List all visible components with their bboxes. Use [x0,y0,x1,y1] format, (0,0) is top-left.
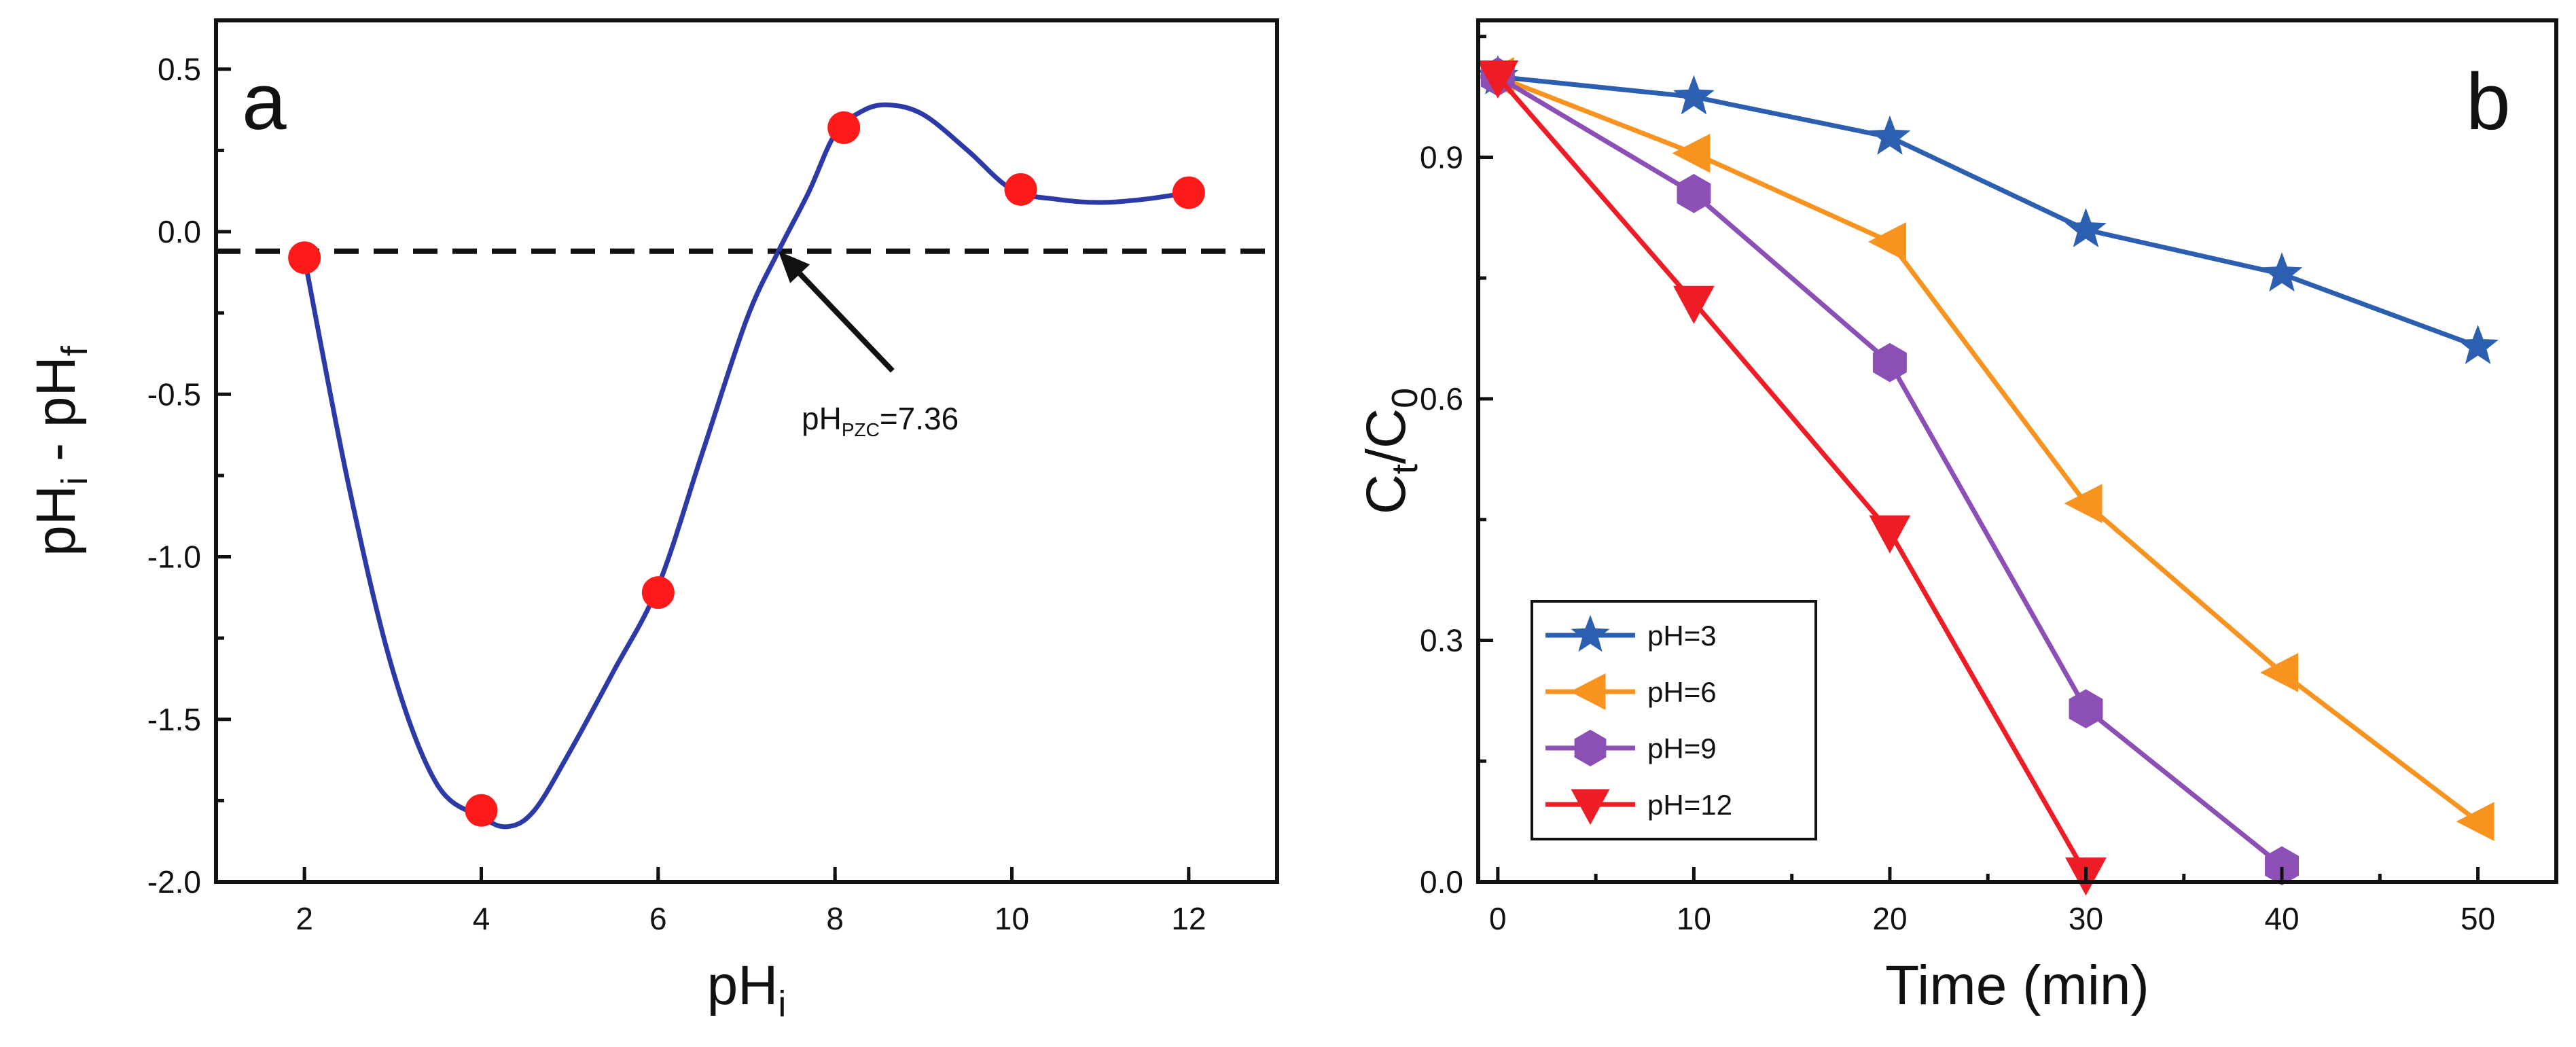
panel-a: pHPZC=7.36 2 4 6 8 10 12 0.5 0.0 -0.5 -1.0 -1.5 -2.… [25,18,1279,1025]
panel-b-legend: pH=3 pH=6 pH=9 pH=12 [1531,600,1817,840]
data-point-marker [1672,75,1715,115]
legend-label: pH=6 [1647,676,1717,708]
panel-a-y-tick-label: 0.0 [158,214,201,249]
panel-a-x-tick-label: 12 [1171,901,1206,936]
panel-a-x-tick-label: 4 [473,901,490,936]
annotation-arrow-head [778,251,810,283]
series-line [1497,74,2479,349]
data-point-marker [1673,285,1715,324]
panel-a-y-tick-label: -1.0 [147,539,201,575]
panel-b-x-tick-label: 0 [1489,901,1507,936]
data-point-marker [1869,515,1911,554]
panel-a-x-axis-label: pHi [707,955,787,1025]
panel-a-data-point [288,241,321,274]
panel-a-data-point [465,794,498,827]
annotation-arrow [798,272,895,373]
series-line [1497,74,2480,823]
data-point-marker [2456,802,2494,841]
legend-marker [1571,615,1610,652]
panel-b-frame [1476,18,2558,884]
data-point-marker [1477,60,1519,99]
panel-a-y-tick-label: -0.5 [147,376,201,412]
panel-a-x-tick-label: 6 [649,901,667,936]
panel-a-y-tick-label: -2.0 [147,864,201,900]
pzc-annotation-text: pHPZC=7.36 [802,401,959,440]
panel-b-x-tick-label: 20 [1872,901,1907,936]
data-point-marker [1677,173,1711,213]
data-point-marker [1869,115,1911,155]
series-ph-3 [1477,54,2499,364]
legend-entry: pH=6 [1545,673,1717,710]
panel-a-label: a [242,57,287,147]
panel-b-y-tick-label: 0.6 [1420,381,1463,416]
panel-a-data-point [1172,176,1205,209]
data-point-marker [2065,208,2107,248]
panel-a-y-tick-label: -1.5 [147,702,201,737]
legend-label: pH=12 [1647,789,1732,821]
legend-label: pH=9 [1647,732,1717,764]
panel-b-x-tick-label: 40 [2264,901,2299,936]
panel-b-y-axis-label: Ct/C0 [1355,388,1425,514]
panel-b-x-tick-label: 10 [1677,901,1711,936]
legend-marker [1574,730,1607,766]
panel-a-y-tick-label: 0.5 [158,52,201,87]
legend-marker [1571,789,1610,825]
panel-a-fit-curve [302,102,1189,830]
panel-a-data-point [1004,173,1037,206]
data-point-marker [2064,484,2103,523]
panel-a-annotation: pHPZC=7.36 [778,251,959,440]
panel-b-y-tick-label: 0.0 [1420,864,1463,900]
panel-b-x-tick-label: 30 [2069,901,2103,936]
panel-a-x-tick-label: 2 [296,901,313,936]
panel-b-x-tick-label: 50 [2461,901,2495,936]
data-point-marker [2457,324,2499,364]
data-point-marker [2260,653,2299,692]
panel-b: 0 10 20 30 40 50 0.0 0.3 0.6 0.9 b Time (min) Ct/… [1355,18,2558,1016]
data-point-marker [1672,133,1711,173]
data-point-marker [1873,342,1907,383]
data-point-marker [1867,222,1906,262]
data-point-marker [2265,846,2299,886]
panel-a-y-axis-label: pHi - pHf [25,345,95,556]
panel-a-data-point [641,576,675,609]
panel-a-x-tick-label: 10 [995,901,1029,936]
legend-marker [1570,673,1606,710]
data-point-marker [2069,689,2103,729]
data-point-marker [2261,252,2303,292]
panel-a-x-tick-label: 8 [826,901,844,936]
panel-a-frame [214,18,1279,884]
panel-b-x-axis-label: Time (min) [1885,955,2149,1016]
panel-a-data-point [827,111,861,144]
legend-entry: pH=9 [1545,730,1717,766]
panel-b-label: b [2466,57,2511,147]
legend-entry: pH=3 [1545,615,1717,652]
panel-b-y-tick-label: 0.3 [1420,622,1463,658]
panel-b-y-tick-label: 0.9 [1420,139,1463,175]
legend-box [1531,600,1817,840]
series-line [1496,75,2088,875]
legend-label: pH=3 [1647,620,1717,652]
legend-entry: pH=12 [1545,789,1732,825]
